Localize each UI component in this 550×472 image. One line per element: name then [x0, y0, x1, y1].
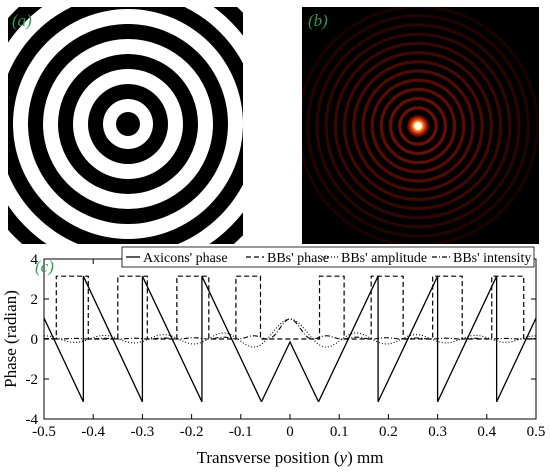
beam-ring — [361, 69, 475, 183]
x-tick-label: 0.4 — [477, 424, 496, 440]
beam-core-center — [414, 122, 422, 130]
legend: Axicons' phase BBs' phase BBs' amplitude… — [121, 246, 535, 268]
y-axis: 4 2 0 -2 -4 — [26, 252, 536, 428]
panel-a: (a) — [8, 7, 243, 244]
panel-b-letter: (b) — [308, 11, 328, 30]
x-tick-label: 0 — [286, 424, 294, 440]
legend-label-bbs-phase: BBs' phase — [267, 251, 329, 266]
x-tick-label: -0.1 — [229, 424, 253, 440]
beam-ring — [333, 41, 503, 211]
beam-ring — [389, 96, 448, 155]
beam-ring — [324, 32, 512, 220]
beam-ring — [379, 87, 457, 165]
beam-ring — [306, 14, 530, 238]
beam-ring — [302, 7, 539, 244]
panel-a-letter: (a) — [12, 11, 32, 30]
y-axis-title: Phase (radian) — [1, 290, 20, 388]
series-bbs-intensity — [44, 318, 536, 340]
beam-ring — [370, 78, 466, 174]
panel-c-chart: -0.5 -0.4 -0.3 -0.2 -0.1 0 0.1 0.2 0.3 0.4 0.5 4 2 0… — [1, 246, 545, 467]
x-tick-label: 0.5 — [527, 424, 546, 440]
x-tick-label: -0.5 — [32, 424, 56, 440]
concentric-rings-image — [8, 7, 243, 244]
legend-label-bbs-amplitude: BBs' amplitude — [341, 251, 427, 266]
y-tick-label: 2 — [31, 292, 39, 308]
x-tick-label: -0.4 — [81, 424, 105, 440]
panel-c-letter: (c) — [35, 257, 54, 276]
panel-b: (b) — [302, 7, 539, 244]
legend-label-axicons-phase: Axicons' phase — [143, 251, 228, 266]
beam-ring — [352, 60, 484, 192]
series-bbs-phase — [44, 275, 536, 340]
beam-ring — [343, 50, 494, 202]
beam-ring — [315, 23, 521, 229]
bessel-beam-image — [302, 7, 539, 244]
x-axis: -0.5 -0.4 -0.3 -0.2 -0.1 0 0.1 0.2 0.3 0.4 0.5 — [32, 259, 545, 440]
x-tick-label: -0.2 — [180, 424, 204, 440]
x-tick-label: 0.1 — [330, 424, 349, 440]
center-disc — [116, 112, 140, 136]
y-tick-label: 4 — [31, 252, 39, 268]
series-bbs-amplitude — [44, 318, 536, 348]
x-tick-label: 0.3 — [428, 424, 447, 440]
y-tick-label: 0 — [31, 332, 39, 348]
x-tick-label: 0.2 — [379, 424, 398, 440]
y-tick-label: -2 — [26, 372, 39, 388]
plot-lines — [44, 275, 536, 403]
y-tick-label: -4 — [26, 412, 39, 428]
legend-label-bbs-intensity: BBs' intensity — [453, 251, 531, 266]
beam-ring — [398, 106, 438, 146]
x-axis-title: Transverse position (y) mm — [197, 448, 384, 467]
x-tick-label: -0.3 — [131, 424, 155, 440]
